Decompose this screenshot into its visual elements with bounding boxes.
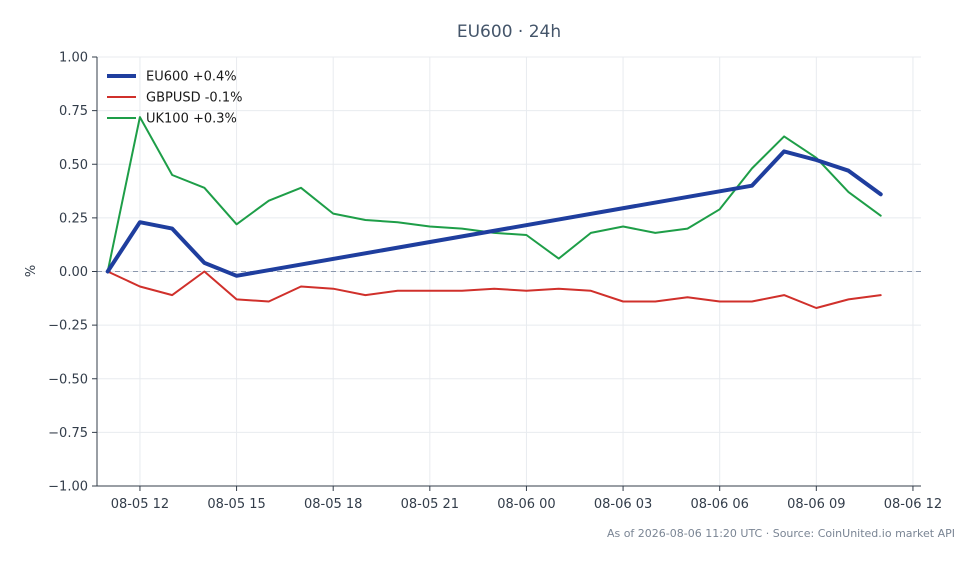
x-tick-label: 08-06 00 — [497, 497, 555, 512]
y-axis-label: % — [24, 265, 39, 277]
series-line-1 — [106, 270, 882, 309]
x-tick-label: 08-06 09 — [787, 497, 845, 512]
y-tick-label: −0.25 — [48, 319, 88, 334]
axes: 1.00 0.75 0.50 0.25 0.00 −0.25 −0.50 −0.75 −1.00… — [48, 51, 942, 513]
y-tick-label: −0.75 — [48, 426, 88, 441]
footer-source: As of 2026-08-06 11:20 UTC · Source: Coi… — [607, 527, 955, 540]
x-tick-label: 08-05 12 — [111, 497, 169, 512]
y-tick-label: −0.50 — [48, 372, 88, 387]
series-line-0 — [105, 149, 883, 278]
y-tick-label: −1.00 — [48, 480, 88, 495]
y-tick-label: 0.00 — [59, 265, 88, 280]
y-tick-label: 0.25 — [59, 211, 88, 226]
x-tick-label: 08-05 18 — [304, 497, 362, 512]
x-tick-label: 08-06 12 — [884, 497, 942, 512]
chart-title: EU600 · 24h — [457, 22, 561, 42]
x-tick-label: 08-05 21 — [401, 497, 459, 512]
series-line-2 — [106, 116, 882, 273]
grid — [97, 56, 921, 487]
legend-label: EU600 +0.4% — [146, 70, 237, 85]
legend-label: GBPUSD -0.1% — [146, 91, 242, 106]
y-tick-label: 0.75 — [59, 104, 88, 119]
x-tick-label: 08-06 06 — [690, 497, 748, 512]
x-tick-label: 08-05 15 — [207, 497, 265, 512]
y-tick-label: 0.50 — [59, 158, 88, 173]
legend: EU600 +0.4% GBPUSD -0.1% UK100 +0.3% — [107, 70, 242, 127]
series-lines — [105, 116, 883, 309]
y-tick-label: 1.00 — [59, 51, 88, 66]
legend-label: UK100 +0.3% — [146, 112, 237, 127]
x-tick-label: 08-06 03 — [594, 497, 652, 512]
